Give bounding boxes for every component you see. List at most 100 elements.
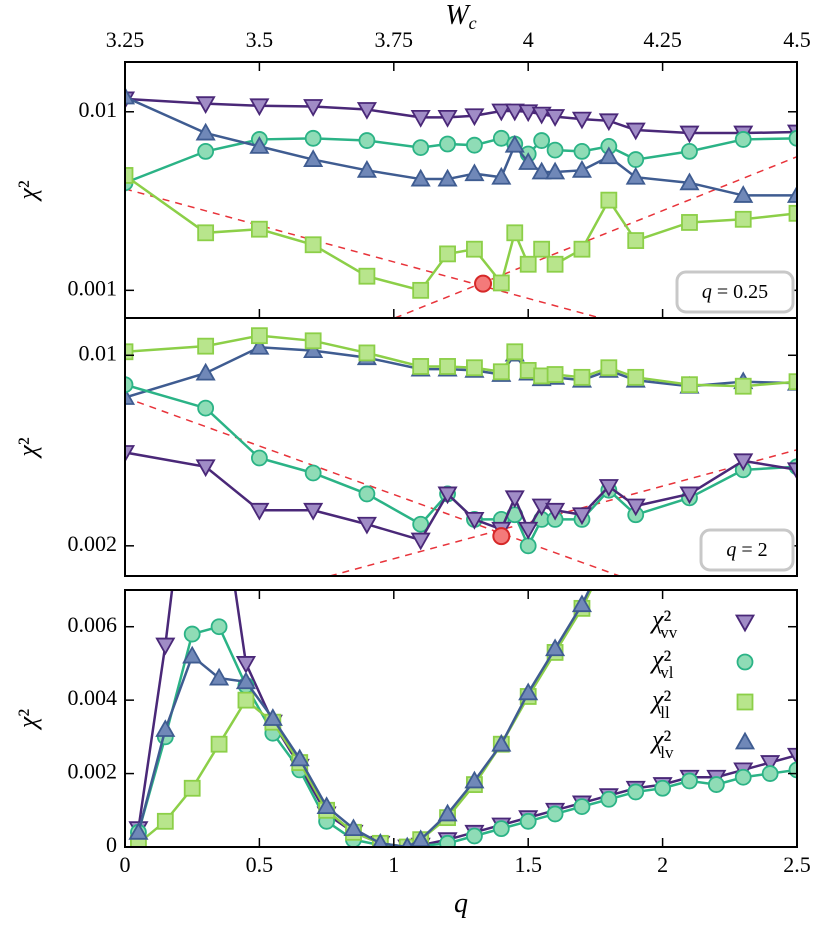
- data-point: [464, 770, 485, 789]
- data-point: [249, 136, 270, 154]
- data-point: [786, 462, 797, 481]
- data-point: [533, 132, 551, 149]
- y-axis-label: χ²: [13, 709, 42, 731]
- data-point: [125, 445, 136, 463]
- y-tick-label: 0: [106, 832, 117, 857]
- data-point: [598, 113, 619, 132]
- legend-label: χ²lv: [649, 725, 674, 762]
- data-point: [546, 141, 564, 159]
- data-point: [304, 332, 322, 350]
- data-point: [155, 637, 176, 656]
- y-tick-label: 0.002: [68, 531, 118, 556]
- data-point: [627, 151, 645, 168]
- data-point: [250, 327, 268, 345]
- data-point: [625, 498, 646, 517]
- y-tick-label: 0.01: [79, 340, 118, 365]
- data-point: [533, 240, 551, 258]
- data-point: [571, 507, 593, 526]
- data-point: [237, 691, 255, 709]
- annotation-box: [675, 270, 795, 314]
- data-point: [600, 191, 618, 209]
- data-point: [156, 812, 174, 830]
- data-point: [209, 667, 230, 686]
- data-point: [410, 110, 431, 128]
- x-axis-label: q: [454, 888, 468, 919]
- data-point: [195, 96, 216, 115]
- data-point: [573, 240, 591, 258]
- data-point: [439, 245, 456, 263]
- x-tick-label: 4: [523, 27, 534, 52]
- data-point: [546, 805, 564, 823]
- data-point: [788, 204, 797, 222]
- data-point: [410, 532, 431, 551]
- annotation-box: [699, 528, 795, 572]
- data-point: [625, 166, 646, 185]
- data-point: [733, 453, 754, 472]
- data-point: [439, 358, 456, 375]
- data-point: [303, 99, 324, 117]
- highlight-point: [492, 527, 511, 546]
- data-point: [182, 645, 203, 664]
- data-point: [358, 132, 376, 149]
- data-point: [412, 281, 430, 299]
- data-point: [571, 594, 593, 613]
- data-point: [518, 521, 539, 540]
- data-point: [358, 485, 376, 503]
- legend-label: χ²vl: [649, 645, 674, 682]
- data-point: [412, 358, 430, 375]
- data-point: [437, 110, 458, 128]
- data-point: [545, 638, 566, 657]
- data-point: [545, 502, 566, 521]
- data-point: [195, 362, 216, 381]
- data-point: [249, 98, 270, 117]
- data-point: [358, 344, 376, 362]
- data-point: [571, 160, 593, 178]
- data-point: [210, 735, 228, 753]
- data-point: [155, 719, 176, 737]
- x-tick-label: 0.5: [246, 852, 274, 877]
- data-point: [760, 755, 781, 773]
- data-point: [504, 134, 525, 153]
- data-point: [491, 733, 512, 752]
- x-tick-label: 2.5: [783, 852, 811, 877]
- data-point: [250, 449, 268, 467]
- panel: [125, 86, 797, 318]
- panel-frame: [124, 589, 798, 848]
- data-point: [304, 464, 322, 482]
- data-point: [466, 136, 483, 154]
- data-point: [518, 152, 539, 170]
- y-tick-label: 0.01: [79, 97, 118, 122]
- data-point: [681, 214, 698, 231]
- data-point: [304, 236, 322, 254]
- data-point: [372, 833, 389, 847]
- data-point: [466, 240, 483, 258]
- y-tick-label: 0.001: [68, 275, 118, 300]
- x-tick-label: 3.75: [375, 27, 414, 52]
- data-point: [125, 376, 134, 394]
- data-point: [573, 798, 591, 816]
- data-point: [412, 139, 430, 157]
- data-point: [519, 812, 537, 830]
- data-point: [679, 125, 700, 144]
- data-point: [303, 149, 324, 167]
- data-point: [356, 160, 377, 178]
- data-point: [197, 337, 215, 355]
- highlight-point: [474, 274, 493, 293]
- data-point: [506, 343, 524, 361]
- data-point: [437, 486, 458, 505]
- data-point: [600, 541, 617, 556]
- data-point: [183, 779, 201, 797]
- y-tick-label: 0.006: [68, 612, 118, 637]
- data-point: [681, 376, 698, 394]
- data-point: [210, 618, 228, 636]
- data-point: [183, 625, 201, 643]
- series-line: [137, 590, 591, 847]
- data-point: [519, 537, 537, 555]
- data-point: [601, 546, 616, 561]
- x-tick-label: 1: [388, 852, 399, 877]
- data-point: [571, 111, 593, 130]
- data-point: [289, 748, 310, 767]
- legend-label: χ²ll: [649, 685, 671, 722]
- data-point: [600, 790, 618, 808]
